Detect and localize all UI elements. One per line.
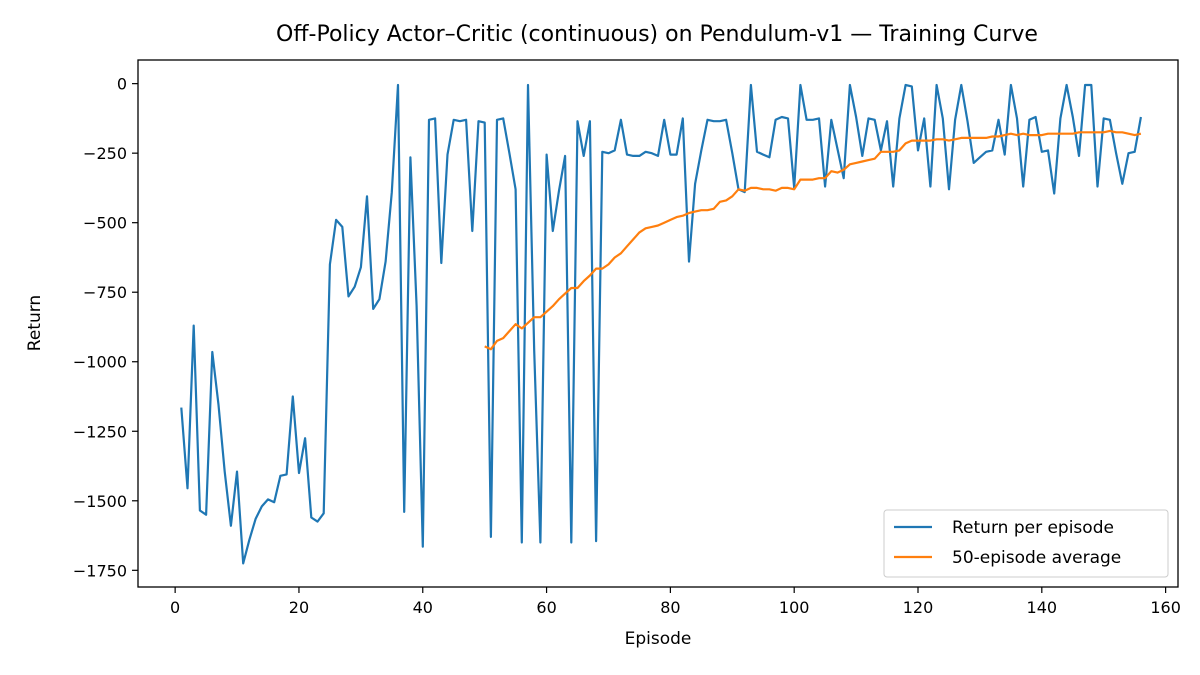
y-tick-label: −1000: [73, 353, 127, 372]
x-tick-label: 40: [413, 598, 433, 617]
y-tick-label: 0: [117, 75, 127, 94]
plot-lines: [180, 83, 1142, 565]
x-tick-label: 20: [289, 598, 309, 617]
legend-label-50-episode-average: 50-episode average: [952, 548, 1121, 568]
legend-label-return-per-episode: Return per episode: [952, 518, 1114, 538]
series-line-return-per-episode: [180, 83, 1142, 565]
x-tick-label: 60: [536, 598, 556, 617]
x-tick-label: 0: [170, 598, 180, 617]
y-tick-label: −750: [83, 283, 127, 302]
x-tick-label: 160: [1150, 598, 1181, 617]
x-tick-label: 80: [660, 598, 680, 617]
y-axis: 0 −250 −500 −750 −1000 −1250 −1500 −1750: [73, 75, 138, 580]
x-tick-label: 120: [903, 598, 934, 617]
chart-title: Off-Policy Actor–Critic (continuous) on …: [276, 22, 1038, 47]
x-tick-label: 100: [779, 598, 810, 617]
x-tick-label: 140: [1027, 598, 1058, 617]
y-axis-label: Return: [25, 295, 45, 351]
y-tick-label: −1750: [73, 561, 127, 580]
legend-box: [883, 509, 1169, 578]
y-tick-label: −250: [83, 144, 127, 163]
x-axis-label: Episode: [625, 629, 692, 649]
y-tick-label: −1250: [73, 422, 127, 441]
y-tick-label: −500: [83, 214, 127, 233]
legend: Return per episode 50-episode average: [883, 509, 1169, 578]
series-line-50-episode-average: [484, 129, 1142, 351]
x-axis: 0 20 40 60 80 100 120 140 160: [170, 587, 1181, 617]
plot-frame: [137, 59, 1179, 588]
y-tick-label: −1500: [73, 492, 127, 511]
